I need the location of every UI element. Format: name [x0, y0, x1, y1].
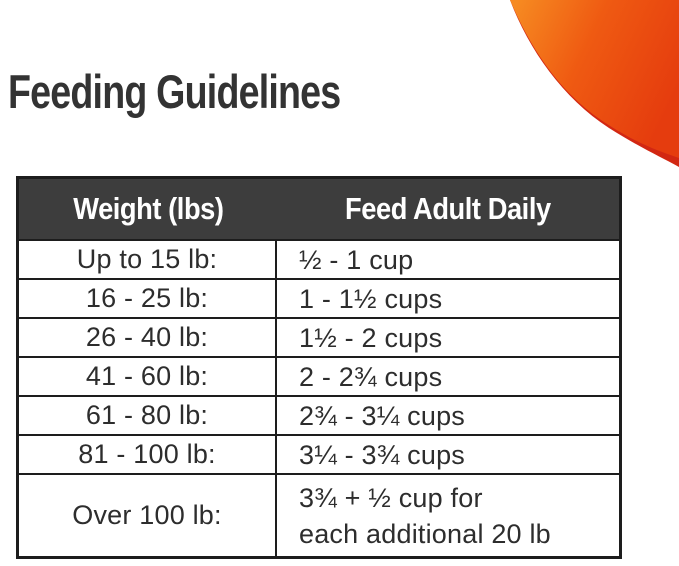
weight-cell: Over 100 lb: — [19, 475, 277, 556]
weight-cell: 61 - 80 lb: — [19, 397, 277, 434]
weight-cell: 41 - 60 lb: — [19, 358, 277, 395]
weight-cell: 16 - 25 lb: — [19, 280, 277, 317]
weight-cell: 81 - 100 lb: — [19, 436, 277, 473]
weight-cell: Up to 15 lb: — [19, 241, 277, 278]
table-header-row: Weight (lbs) Feed Adult Daily — [19, 179, 619, 239]
table-row: 26 - 40 lb: 1½ - 2 cups — [19, 317, 619, 356]
page-title: Feeding Guidelines — [8, 65, 341, 118]
feed-cell: 1½ - 2 cups — [299, 322, 443, 353]
feed-cell: 1 - 1½ cups — [299, 283, 443, 314]
feed-cell: ½ - 1 cup — [299, 244, 414, 275]
column-header-weight: Weight (lbs) — [19, 191, 277, 227]
table-row: 41 - 60 lb: 2 - 2¾ cups — [19, 356, 619, 395]
feed-cell: 2¾ - 3¼ cups — [299, 400, 465, 431]
table-row: 61 - 80 lb: 2¾ - 3¼ cups — [19, 395, 619, 434]
table-row: 16 - 25 lb: 1 - 1½ cups — [19, 278, 619, 317]
feeding-guidelines-table: Weight (lbs) Feed Adult Daily Up to 15 l… — [16, 176, 622, 559]
table-row: Over 100 lb: 3¾ + ½ cup for each additio… — [19, 473, 619, 556]
weight-cell: 26 - 40 lb: — [19, 319, 277, 356]
feed-cell: 3¾ + ½ cup for each additional 20 lb — [299, 482, 551, 549]
swoosh-orange-shape — [510, 0, 679, 158]
swoosh-decoration — [510, 0, 679, 167]
column-header-feed: Feed Adult Daily — [277, 191, 619, 227]
column-header-weight-label: Weight (lbs) — [72, 191, 224, 226]
table-row: Up to 15 lb: ½ - 1 cup — [19, 239, 619, 278]
table-row: 81 - 100 lb: 3¼ - 3¾ cups — [19, 434, 619, 473]
feed-cell: 2 - 2¾ cups — [299, 361, 443, 392]
column-header-feed-label: Feed Adult Daily — [345, 191, 551, 226]
feed-cell: 3¼ - 3¾ cups — [299, 439, 465, 470]
